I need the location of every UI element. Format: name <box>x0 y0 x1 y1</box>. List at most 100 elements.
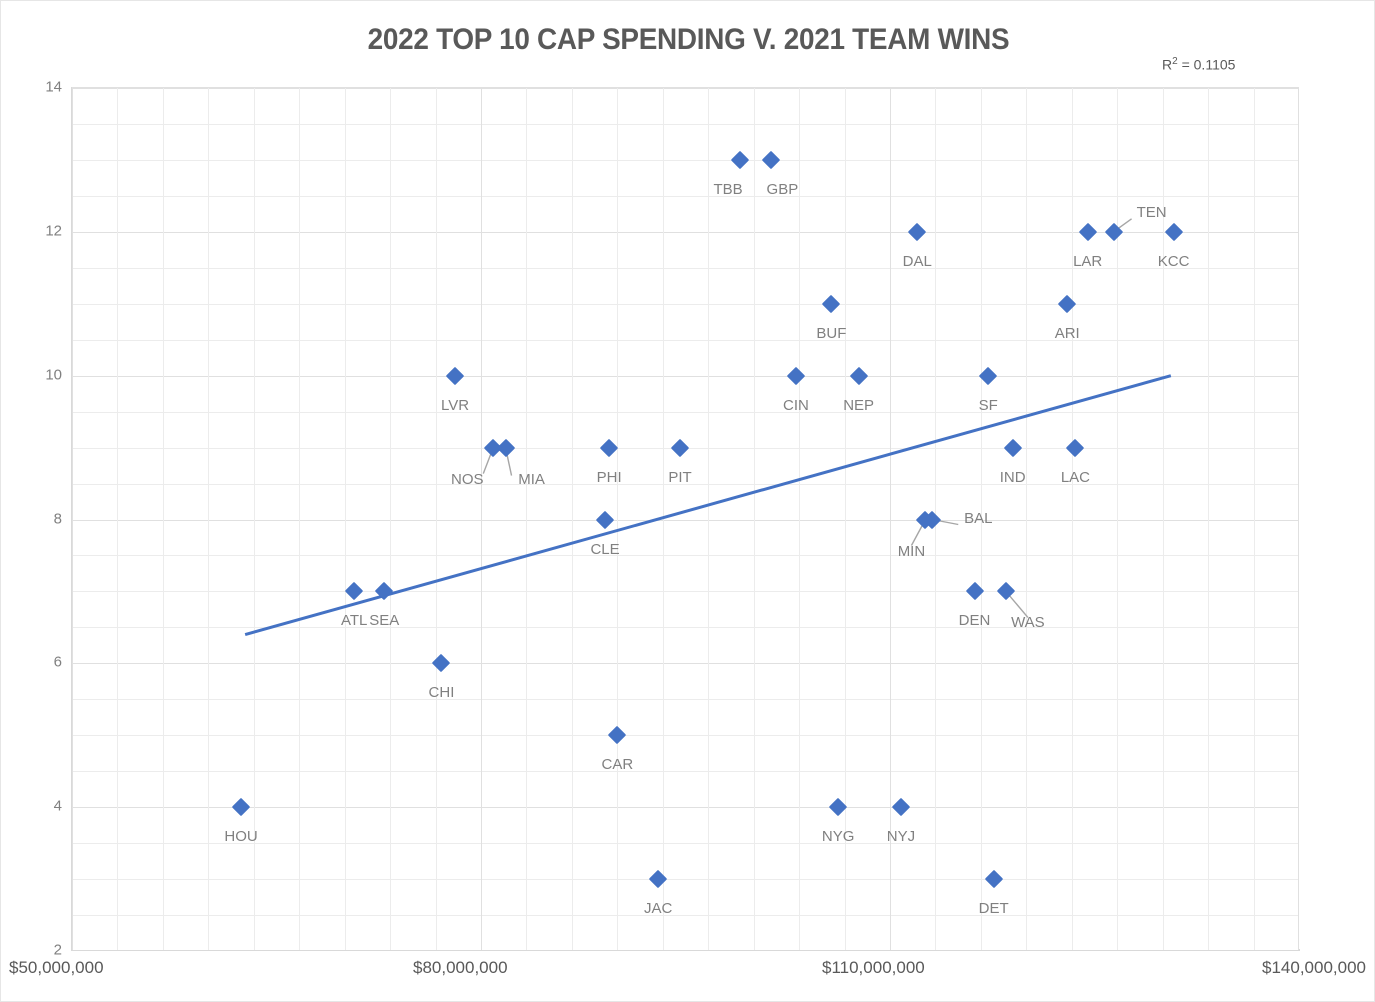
data-point-label[interactable]: LAC <box>1060 468 1090 486</box>
gridline-horizontal <box>72 807 1298 809</box>
data-point-label[interactable]: IND <box>999 468 1026 486</box>
data-point-marker[interactable] <box>649 869 668 889</box>
data-point-label[interactable]: NYJ <box>886 828 916 846</box>
data-point-marker[interactable] <box>730 150 750 170</box>
gridline-horizontal <box>72 915 1298 917</box>
data-point-label[interactable]: NOS <box>451 470 484 488</box>
x-axis-tick-label: $80,000,000 <box>413 958 508 977</box>
gridline-vertical <box>117 88 119 950</box>
data-point-label[interactable]: MIA <box>518 470 545 488</box>
data-point-label[interactable]: ARI <box>1054 324 1080 342</box>
data-point-marker[interactable] <box>996 582 1016 601</box>
data-point-marker[interactable] <box>849 366 868 385</box>
data-point-label[interactable]: CHI <box>428 684 455 702</box>
y-axis-tick-label: 6 <box>53 653 62 671</box>
gridline-vertical <box>1208 88 1210 950</box>
data-point-marker[interactable] <box>786 366 806 385</box>
data-point-marker[interactable] <box>1164 222 1183 242</box>
data-point-marker[interactable] <box>822 294 841 313</box>
data-point-label[interactable]: CLE <box>590 540 620 558</box>
gridline-horizontal <box>72 195 1298 197</box>
data-point-label[interactable]: PIT <box>668 468 692 486</box>
x-axis-tick-label: $110,000,000 <box>822 958 925 977</box>
gridline-horizontal <box>72 771 1298 773</box>
data-points-layer: TBB GBP DAL LAR TEN KCC BUF ARI LVR CIN NEP SF NOS MI… <box>72 88 1298 950</box>
data-point-label[interactable]: GBP <box>766 180 799 198</box>
data-point-label[interactable]: HOU <box>224 828 258 846</box>
data-point-marker[interactable] <box>891 797 911 817</box>
y-axis-tick-label: 8 <box>53 510 62 527</box>
gridline-vertical <box>208 88 210 950</box>
gridline-horizontal <box>72 123 1298 125</box>
x-axis-tick-label: $140,000,000 <box>1262 958 1366 977</box>
data-point-label[interactable]: BUF <box>816 324 847 342</box>
y-axis-tick-label: 10 <box>45 366 62 384</box>
gridline-horizontal <box>72 339 1298 341</box>
data-point-marker[interactable] <box>1058 294 1077 313</box>
data-point-marker[interactable] <box>978 366 998 385</box>
gridline-vertical <box>1253 88 1255 950</box>
r-squared-annotation: R2 = 0.1105 <box>1162 56 1236 73</box>
y-axis-tick-label: 4 <box>53 797 62 815</box>
data-point-label[interactable]: JAC <box>644 900 673 918</box>
data-point-marker[interactable] <box>608 726 627 745</box>
data-point-marker[interactable] <box>1003 438 1022 457</box>
data-point-marker[interactable] <box>432 654 451 673</box>
data-point-label[interactable]: PHI <box>596 468 622 486</box>
gridline-horizontal <box>72 303 1298 305</box>
data-point-marker[interactable] <box>231 797 251 817</box>
data-point-marker[interactable] <box>984 869 1003 889</box>
data-point-label[interactable]: SF <box>978 396 998 414</box>
data-point-marker[interactable] <box>1066 438 1085 457</box>
title-row: 2022 TOP 10 CAP SPENDING V. 2021 TEAM WI… <box>1 23 1375 73</box>
data-point-label[interactable]: DEN <box>958 612 991 630</box>
data-point-label[interactable]: TBB <box>713 180 743 198</box>
data-point-label[interactable]: DET <box>978 900 1009 918</box>
data-point-label[interactable]: LVR <box>441 396 470 414</box>
data-point-label[interactable]: MIN <box>897 542 926 560</box>
gridline-horizontal <box>72 231 1298 233</box>
data-point-label[interactable]: CAR <box>601 756 634 774</box>
data-point-label[interactable]: NYG <box>821 828 855 846</box>
data-point-label[interactable]: KCC <box>1157 252 1190 270</box>
gridline-horizontal <box>72 735 1298 737</box>
data-point-label[interactable]: CIN <box>783 396 809 414</box>
data-point-marker[interactable] <box>345 582 364 601</box>
data-point-label[interactable]: TEN <box>1136 203 1167 221</box>
data-point-label[interactable]: NEP <box>843 396 875 414</box>
data-point-label[interactable]: BAL <box>964 509 993 527</box>
gridline-vertical <box>162 88 164 950</box>
data-point-marker[interactable] <box>908 222 927 242</box>
page-title: 2022 TOP 10 CAP SPENDING V. 2021 TEAM WI… <box>367 23 1010 56</box>
gridline-horizontal <box>72 663 1298 665</box>
gridline-horizontal <box>72 159 1298 161</box>
data-point-marker[interactable] <box>670 438 690 457</box>
data-point-marker[interactable] <box>375 582 394 601</box>
x-axis-line <box>71 949 1300 951</box>
data-point-label[interactable]: WAS <box>1011 614 1045 632</box>
data-point-marker[interactable] <box>445 366 465 385</box>
y-axis-tick-label: 12 <box>45 222 62 240</box>
data-point-marker[interactable] <box>762 150 781 170</box>
y-axis-tick-label: 14 <box>45 78 62 96</box>
gridline-horizontal <box>72 267 1298 269</box>
y-axis-tick-label: 2 <box>53 941 62 959</box>
data-point-marker[interactable] <box>496 438 515 457</box>
data-point-label[interactable]: ATL <box>341 612 368 630</box>
data-point-marker[interactable] <box>1104 222 1123 242</box>
gridline-horizontal <box>72 879 1298 881</box>
data-point-marker[interactable] <box>1078 222 1097 242</box>
gridline-vertical <box>72 88 73 950</box>
data-point-label[interactable]: DAL <box>902 252 932 270</box>
data-point-label[interactable]: SEA <box>369 612 400 630</box>
x-axis-tick-label: $50,000,000 <box>9 958 104 977</box>
data-point-marker[interactable] <box>965 582 984 601</box>
plot-area: TBB GBP DAL LAR TEN KCC BUF ARI LVR CIN NEP SF NOS MI… <box>72 87 1299 950</box>
data-point-label[interactable]: LAR <box>1073 252 1103 270</box>
data-point-marker[interactable] <box>595 510 615 529</box>
data-point-marker[interactable] <box>599 438 619 457</box>
gridline-horizontal <box>72 843 1298 845</box>
data-point-marker[interactable] <box>828 797 848 817</box>
gridline-horizontal <box>72 88 1298 89</box>
